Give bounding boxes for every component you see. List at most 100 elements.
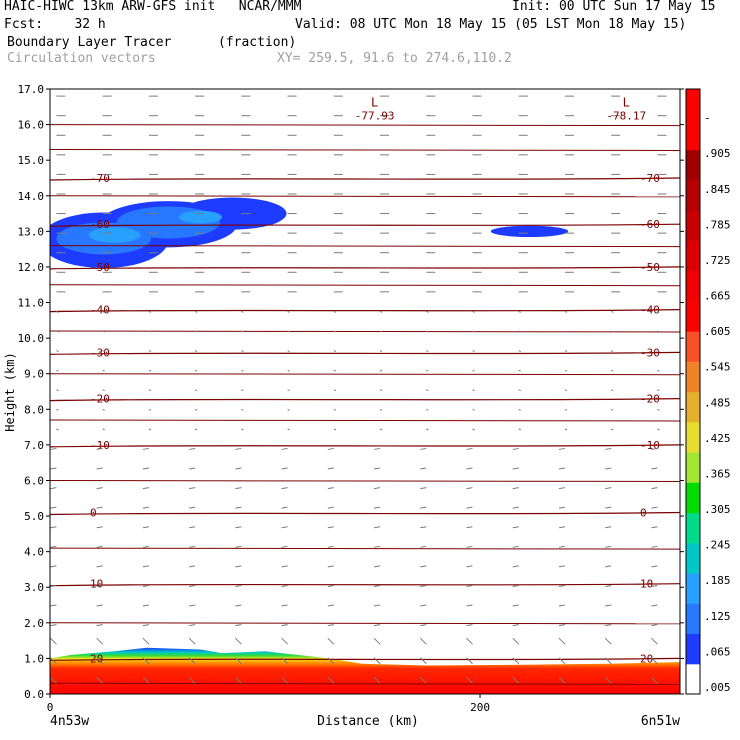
wind-vector <box>148 350 152 353</box>
contour-line <box>50 547 680 550</box>
wind-vector <box>605 624 612 627</box>
wind-vector <box>56 389 59 392</box>
wind-vector <box>235 487 242 490</box>
wind-vector <box>512 624 519 627</box>
cross-section-coordinates: XY= 259.5, 91.6 to 274.6,110.2 <box>277 51 512 66</box>
colorbar-frame <box>685 88 701 695</box>
wind-vector <box>564 428 568 431</box>
wind-vector <box>426 428 429 431</box>
wind-vector <box>558 637 566 645</box>
colorbar-swatch <box>686 210 700 241</box>
colorbar-label: .425 <box>704 432 731 445</box>
wind-vector <box>241 389 244 392</box>
wind-vector <box>241 350 244 353</box>
wind-vector <box>235 467 242 470</box>
wind-vector <box>610 428 614 431</box>
wind-vector <box>518 389 521 392</box>
wind-vector <box>651 545 658 548</box>
contour-line <box>50 195 680 198</box>
wind-vector <box>564 330 568 333</box>
wind-vector <box>189 506 196 509</box>
contour-label-right: -60 <box>640 218 660 231</box>
wind-vector <box>379 350 383 353</box>
contour-label-left: 20 <box>90 652 103 665</box>
wind-vector <box>373 657 381 665</box>
wind-vector <box>142 447 149 450</box>
wind-vector <box>56 428 59 431</box>
wind-vector <box>657 350 660 353</box>
wind-vector <box>327 506 334 509</box>
wind-vector <box>189 584 196 587</box>
x-start-label: 4n53w <box>50 714 89 729</box>
contour-label-left: -60 <box>90 218 110 231</box>
wind-vector <box>194 389 198 392</box>
wind-vector <box>287 428 290 431</box>
contour-label-right: -70 <box>640 172 660 185</box>
wind-vector <box>281 447 288 450</box>
wind-vector <box>419 657 427 665</box>
wind-vector <box>50 676 57 684</box>
wind-vector <box>287 389 290 392</box>
wind-vector <box>281 624 288 627</box>
wind-vector <box>281 604 288 607</box>
wind-vector <box>605 467 612 470</box>
wind-vector <box>142 584 149 587</box>
wind-vector <box>235 545 242 548</box>
wind-vector <box>142 487 149 490</box>
wind-vector <box>651 584 658 587</box>
wind-vector <box>373 526 381 529</box>
contour-label-right: -30 <box>640 346 660 359</box>
y-tick-label: 3.0 <box>24 581 44 594</box>
wind-vector <box>466 604 473 607</box>
wind-vector <box>50 526 57 529</box>
wind-vector <box>420 584 427 587</box>
wind-vector <box>379 389 383 392</box>
wind-vector <box>472 428 475 431</box>
wind-vector <box>281 467 288 470</box>
wind-vector <box>281 487 288 490</box>
wind-vector <box>142 657 150 665</box>
wind-vector <box>419 676 427 684</box>
wind-vector <box>512 676 520 684</box>
contour-line <box>50 149 680 151</box>
wind-vector <box>651 565 658 568</box>
valid-time: Valid: 08 UTC Mon 18 May 15 (05 LST Mon … <box>295 17 687 32</box>
wind-vector <box>558 545 566 548</box>
colorbar-label: - <box>704 112 711 125</box>
wind-vector <box>420 545 427 548</box>
wind-vector <box>518 369 521 372</box>
y-tick-label: 17.0 <box>18 83 45 96</box>
wind-vector <box>512 584 519 587</box>
wind-vector <box>327 526 334 529</box>
wind-vector <box>287 330 290 333</box>
contour-line <box>50 309 680 313</box>
colorbar-label: .005 <box>704 681 731 694</box>
y-tick-label: 14.0 <box>18 190 45 203</box>
low-marker-1: L <box>623 95 630 109</box>
wind-vector <box>333 350 337 353</box>
low-marker-0: L <box>371 95 378 109</box>
wind-vector <box>50 637 57 645</box>
colorbar-swatch <box>686 149 700 181</box>
wind-vector <box>426 408 429 411</box>
contour-label-left: 10 <box>90 578 103 591</box>
circulation-vectors <box>50 95 667 684</box>
wind-vector <box>194 408 198 411</box>
wind-vector <box>287 369 290 372</box>
wind-vector <box>651 624 658 627</box>
wind-vector <box>327 447 334 450</box>
wind-vector <box>142 637 150 645</box>
wind-vector <box>512 565 519 568</box>
wind-vector <box>235 657 242 665</box>
wind-vector <box>189 447 196 450</box>
contour-line <box>50 284 680 287</box>
colorbar-label: .365 <box>704 468 731 481</box>
wind-vector <box>235 447 242 450</box>
wind-vector <box>333 408 337 411</box>
wind-vector <box>512 526 519 529</box>
colorbar-swatch <box>686 482 700 514</box>
wind-vector <box>333 330 337 333</box>
wind-vector <box>419 637 427 645</box>
wind-vector <box>466 584 473 587</box>
